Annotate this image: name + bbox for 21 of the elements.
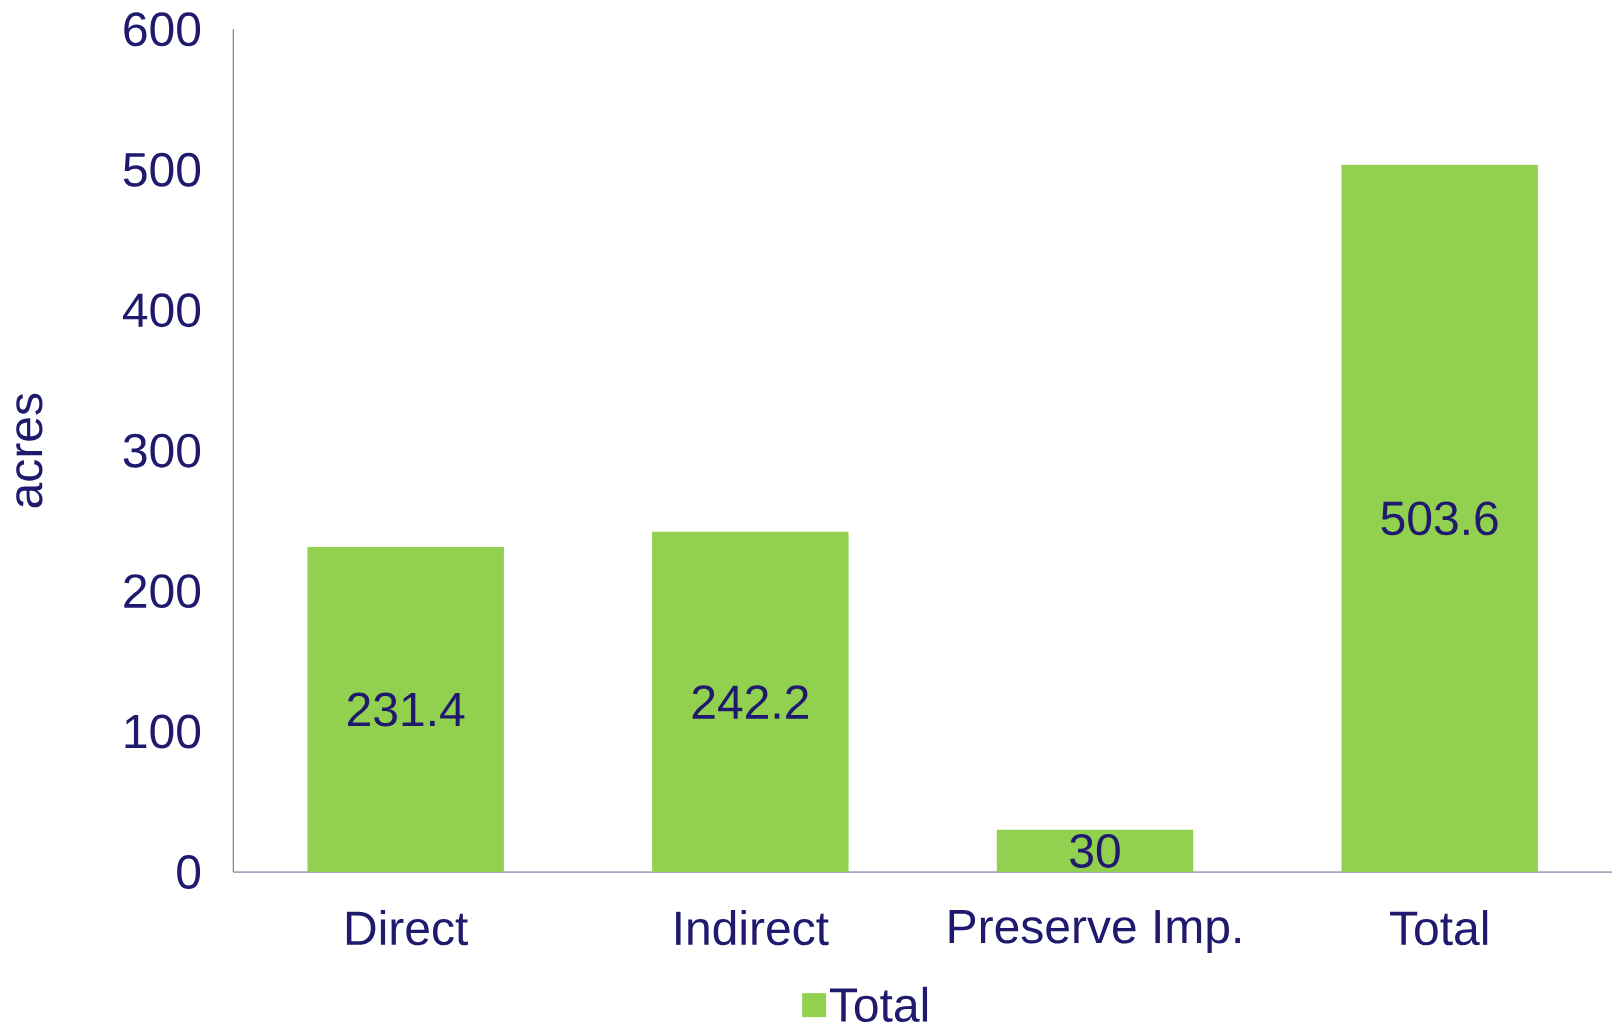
y-tick-label: 600 [124, 12, 201, 47]
y-axis-title: acres [16, 393, 43, 508]
data-label: 242.2 [692, 685, 808, 719]
legend-label: Total [829, 986, 928, 1022]
y-tick-label: 500 [123, 152, 201, 187]
bar [996, 829, 1194, 872]
x-tick-label: Direct [346, 910, 468, 946]
y-tick-label: 400 [122, 293, 201, 328]
data-label: 30 [1070, 833, 1120, 868]
x-tick-label: Total [1390, 910, 1488, 946]
bar [1341, 164, 1538, 872]
x-tick-label: Indirect [676, 910, 829, 946]
bar [652, 531, 849, 872]
data-label: 503.6 [1381, 501, 1498, 536]
y-tick-label: 200 [124, 574, 201, 609]
bar [307, 547, 504, 872]
y-tick-label: 300 [123, 433, 201, 468]
y-tick-label: 100 [125, 714, 201, 749]
y-tick-label: 0 [177, 855, 201, 889]
data-label: 231.4 [348, 692, 465, 727]
x-tick-label: Preserve Imp. [949, 910, 1240, 954]
